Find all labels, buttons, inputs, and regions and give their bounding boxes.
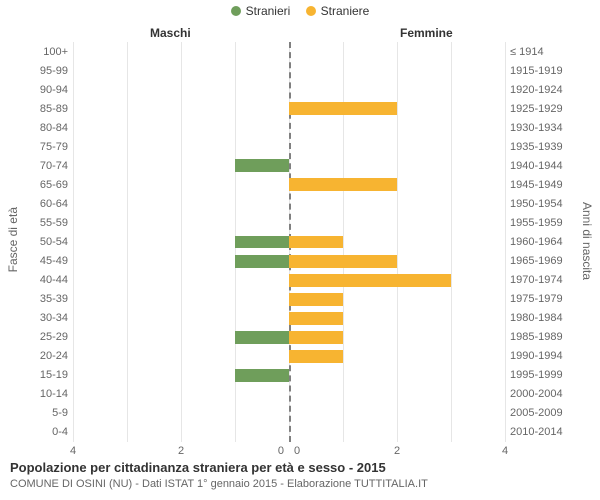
bar-female: [289, 102, 397, 115]
age-row: [73, 194, 505, 213]
bar-female: [289, 255, 397, 268]
age-label: 75-79: [40, 142, 68, 153]
birth-year-label: 2000-2004: [510, 389, 563, 400]
x-tick: 4: [502, 445, 508, 457]
age-row: [73, 213, 505, 232]
age-label: 5-9: [52, 408, 68, 419]
age-label: 45-49: [40, 256, 68, 267]
age-label: 20-24: [40, 351, 68, 362]
age-row: [73, 347, 505, 366]
birth-year-label: ≤ 1914: [510, 47, 544, 58]
age-label: 50-54: [40, 237, 68, 248]
birth-year-label: 1995-1999: [510, 370, 563, 381]
birth-year-label: 1965-1969: [510, 256, 563, 267]
age-label: 40-44: [40, 275, 68, 286]
birth-year-label: 1980-1984: [510, 313, 563, 324]
birth-year-label: 1985-1989: [510, 332, 563, 343]
age-label: 90-94: [40, 85, 68, 96]
age-label: 100+: [43, 47, 68, 58]
age-label: 60-64: [40, 199, 68, 210]
age-label: 0-4: [52, 427, 68, 438]
age-label: 25-29: [40, 332, 68, 343]
age-row: [73, 61, 505, 80]
legend: Stranieri Straniere: [0, 4, 600, 19]
birth-year-label: 1950-1954: [510, 199, 563, 210]
age-row: [73, 252, 505, 271]
bar-female: [289, 236, 343, 249]
bar-male: [235, 236, 289, 249]
bar-male: [235, 255, 289, 268]
age-label: 10-14: [40, 389, 68, 400]
bar-female: [289, 178, 397, 191]
age-label: 80-84: [40, 123, 68, 134]
x-tick: 2: [178, 445, 184, 457]
age-row: [73, 404, 505, 423]
age-row: [73, 385, 505, 404]
legend-female-label: Straniere: [321, 4, 370, 18]
male-swatch: [231, 6, 241, 16]
y-axis-title-left: Fasce di età: [6, 207, 20, 272]
bar-female: [289, 274, 451, 287]
birth-year-label: 2005-2009: [510, 408, 563, 419]
birth-year-label: 1945-1949: [510, 180, 563, 191]
caption-sub: COMUNE DI OSINI (NU) - Dati ISTAT 1° gen…: [10, 478, 428, 490]
birth-year-label: 1970-1974: [510, 275, 563, 286]
bar-female: [289, 293, 343, 306]
bar-female: [289, 312, 343, 325]
age-row: [73, 328, 505, 347]
birth-year-label: 1960-1964: [510, 237, 563, 248]
plot-area: [73, 42, 505, 442]
bar-female: [289, 331, 343, 344]
x-tick: 2: [394, 445, 400, 457]
legend-male-label: Stranieri: [246, 4, 291, 18]
side-header-maschi: Maschi: [150, 26, 191, 40]
population-pyramid-chart: Stranieri Straniere Maschi Femmine Fasce…: [0, 0, 600, 500]
age-row: [73, 80, 505, 99]
age-row: [73, 118, 505, 137]
birth-year-label: 1925-1929: [510, 104, 563, 115]
age-label: 95-99: [40, 66, 68, 77]
age-label: 15-19: [40, 370, 68, 381]
age-label: 35-39: [40, 294, 68, 305]
caption-title: Popolazione per cittadinanza straniera p…: [10, 460, 386, 475]
birth-year-label: 1990-1994: [510, 351, 563, 362]
side-header-femmine: Femmine: [400, 26, 453, 40]
age-row: [73, 290, 505, 309]
birth-year-label: 2010-2014: [510, 427, 563, 438]
y-axis-title-right: Anni di nascita: [580, 202, 594, 280]
age-row: [73, 309, 505, 328]
bar-male: [235, 369, 289, 382]
bar-male: [235, 331, 289, 344]
age-row: [73, 137, 505, 156]
age-row: [73, 99, 505, 118]
age-row: [73, 156, 505, 175]
birth-year-label: 1930-1934: [510, 123, 563, 134]
gridline: [505, 42, 506, 442]
birth-year-label: 1975-1979: [510, 294, 563, 305]
x-tick: 4: [70, 445, 76, 457]
birth-year-label: 1940-1944: [510, 161, 563, 172]
legend-item-male: Stranieri: [231, 4, 291, 18]
age-row: [73, 271, 505, 290]
age-row: [73, 366, 505, 385]
x-tick: 0: [294, 445, 300, 457]
age-label: 65-69: [40, 180, 68, 191]
age-row: [73, 42, 505, 61]
female-swatch: [306, 6, 316, 16]
birth-year-label: 1915-1919: [510, 66, 563, 77]
birth-year-label: 1920-1924: [510, 85, 563, 96]
bar-male: [235, 159, 289, 172]
age-label: 85-89: [40, 104, 68, 115]
legend-item-female: Straniere: [306, 4, 370, 18]
age-row: [73, 232, 505, 251]
birth-year-label: 1935-1939: [510, 142, 563, 153]
age-label: 55-59: [40, 218, 68, 229]
age-row: [73, 175, 505, 194]
bar-female: [289, 350, 343, 363]
x-tick: 0: [278, 445, 284, 457]
birth-year-label: 1955-1959: [510, 218, 563, 229]
age-label: 70-74: [40, 161, 68, 172]
age-row: [73, 423, 505, 442]
age-label: 30-34: [40, 313, 68, 324]
